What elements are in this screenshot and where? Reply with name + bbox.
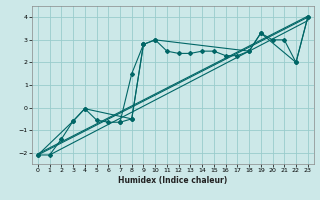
X-axis label: Humidex (Indice chaleur): Humidex (Indice chaleur) xyxy=(118,176,228,185)
